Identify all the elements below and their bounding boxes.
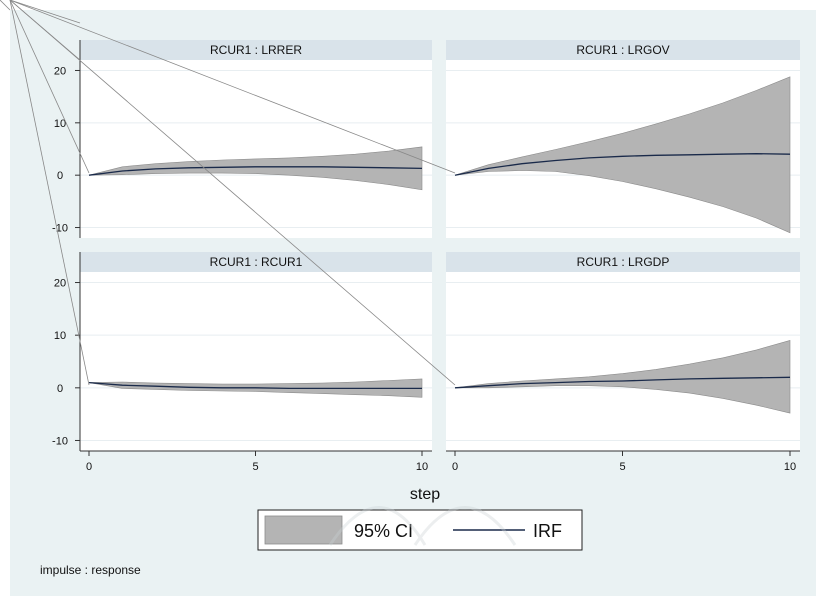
panel-title: RCUR1 : LRGDP [577, 255, 670, 269]
panel-1: RCUR1 : LRRER 20 10 0 -10 [52, 40, 432, 238]
corner-line [0, 0, 11, 11]
x-tick-label: 5 [252, 461, 258, 473]
y-tick-label: -10 [52, 435, 68, 447]
panel-3: RCUR1 : RCUR1 20 10 0 -10 0 5 10 [52, 252, 432, 473]
y-tick-label: 10 [54, 330, 66, 342]
y-tick-label: -10 [52, 223, 68, 235]
x-tick-label: 10 [416, 461, 428, 473]
panel-title: RCUR1 : RCUR1 [210, 255, 303, 269]
watermark-logo [328, 506, 517, 546]
y-tick-label: 20 [54, 65, 66, 77]
corner-line [9, 0, 456, 386]
x-tick-label: 0 [86, 461, 92, 473]
x-tick-label: 10 [784, 461, 796, 473]
y-tick-label: 0 [57, 383, 63, 395]
x-tick-label: 5 [619, 461, 625, 473]
panel-title-strip [446, 40, 800, 60]
corner-line [9, 0, 90, 174]
panel-plot-area [80, 252, 432, 451]
legend-swatch-ci [264, 515, 343, 545]
x-axis-title: step [410, 486, 440, 503]
legend-label-irf: IRF [533, 521, 562, 541]
corner-artifact-lines [0, 0, 456, 386]
panel-title: RCUR1 : LRRER [210, 43, 302, 57]
panel-title-strip [80, 252, 432, 272]
panel-plot-area [446, 252, 800, 451]
y-tick-label: 0 [57, 170, 63, 182]
irf-line [454, 376, 791, 389]
corner-line [9, 0, 81, 24]
panel-plot-area [80, 40, 432, 238]
corner-line [9, 0, 456, 174]
panel-title-strip [80, 40, 432, 60]
ci-band [454, 340, 791, 414]
legend-label-ci: 95% CI [354, 521, 413, 541]
note-text: impulse : response [40, 563, 141, 577]
corner-line [9, 0, 81, 61]
corner-line [9, 0, 90, 386]
y-tick-label: 20 [54, 278, 66, 290]
ci-band [454, 76, 791, 234]
y-tick-label: 10 [54, 118, 66, 130]
panel-4: RCUR1 : LRGDP 0 5 10 [446, 252, 800, 473]
watermark-arc [413, 506, 517, 546]
irf-line [88, 166, 423, 176]
irf-line [454, 153, 791, 176]
panel-title: RCUR1 : LRGOV [576, 43, 669, 57]
watermark-arc [328, 506, 427, 546]
irf-line [88, 381, 422, 390]
panel-2: RCUR1 : LRGOV [446, 40, 800, 238]
x-tick-label: 0 [452, 461, 458, 473]
panel-title-strip [446, 252, 800, 272]
legend: 95% CI IRF [257, 509, 583, 551]
